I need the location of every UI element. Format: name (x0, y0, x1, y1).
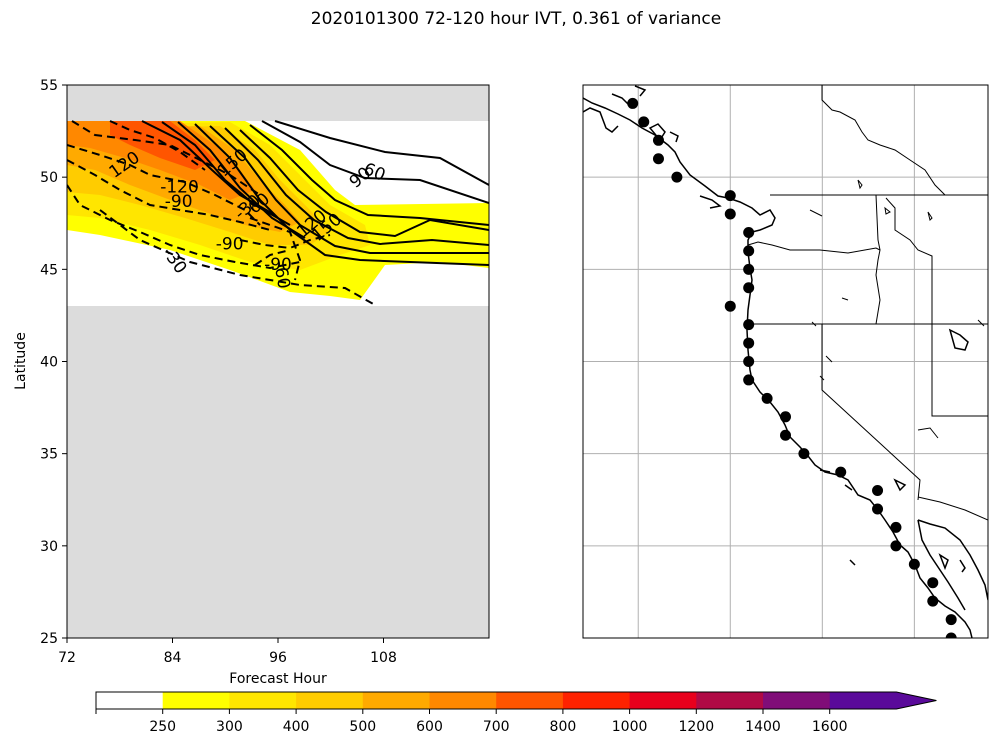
contour-label: -90 (216, 235, 244, 255)
y-tick-label: 30 (40, 539, 58, 555)
colorbar-segment (696, 692, 764, 709)
map-point (927, 595, 939, 607)
map-point (743, 226, 755, 238)
map-point (743, 282, 755, 294)
y-tick-label: 25 (40, 631, 58, 647)
map-point (743, 356, 755, 367)
right-panel-map (582, 84, 989, 639)
map-point (743, 337, 755, 349)
map-point (890, 540, 902, 552)
colorbar-tick-label: 1600 (812, 719, 848, 735)
map-point (743, 245, 755, 257)
colorbar-segment (162, 692, 230, 709)
y-tick-label: 35 (40, 447, 58, 463)
colorbar-tick-label: 1200 (678, 719, 714, 735)
x-tick-label: 96 (269, 650, 287, 666)
map-point (761, 392, 773, 404)
colorbar-tick-label: 600 (416, 719, 443, 735)
map-point (724, 190, 736, 202)
colorbar: 250 300 400 500 600 700 800 1000 1200 1400 1600 (95, 691, 937, 735)
map-point (780, 429, 791, 441)
left-panel-contour-plot: 6090150120150120-120-90-90-90-30-3060-60… (13, 78, 490, 687)
y-tick-label: 55 (40, 78, 58, 94)
positive-contours (141, 120, 489, 266)
contour-label: -90 (264, 255, 292, 275)
colorbar-segment (429, 692, 497, 709)
y-tick-label: 40 (40, 355, 58, 371)
map-point (780, 411, 791, 423)
colorbar-tick-label: 800 (550, 719, 577, 735)
map-point (638, 116, 650, 128)
missing-data-bottom (67, 306, 489, 638)
colorbar-segment (229, 692, 297, 709)
map-point (743, 319, 755, 331)
map-points (627, 97, 957, 638)
colorbar-segment (763, 692, 831, 709)
colorbar-tick-label: 500 (349, 719, 376, 735)
colorbar-tick-label: 300 (216, 719, 243, 735)
colorbar-segment (629, 692, 697, 709)
map-point (872, 503, 884, 515)
y-tick-label: 45 (40, 262, 58, 278)
map-point (908, 558, 920, 570)
y-tick-label: 50 (40, 170, 58, 186)
map-point (652, 134, 664, 146)
fill-level-700 (110, 121, 215, 170)
map-point (872, 485, 884, 497)
colorbar-outline (95, 691, 937, 710)
map-point (798, 448, 810, 460)
colorbar-segment (296, 692, 364, 709)
right-axes-frame (582, 84, 989, 639)
colorbar-tick-label: 250 (149, 719, 176, 735)
map-point (724, 300, 736, 312)
map-point (743, 374, 755, 386)
fill-level-600 (67, 121, 255, 200)
map-point (945, 614, 957, 626)
x-axis-ticks: 72 84 96 108 (58, 638, 397, 666)
political-borders (747, 85, 988, 521)
x-tick-label: 84 (164, 650, 182, 666)
negative-contours (67, 120, 376, 306)
map-point (945, 632, 957, 638)
map-point (835, 466, 847, 478)
map-point (652, 153, 664, 165)
colorbar-tick-label: 400 (283, 719, 310, 735)
map-point (890, 521, 902, 533)
y-axis-ticks: 25 30 35 40 45 50 55 (40, 78, 67, 647)
x-tick-label: 108 (370, 650, 397, 666)
colorbar-tick-label: 700 (483, 719, 510, 735)
map-point (724, 208, 736, 220)
colorbar-segment (496, 692, 564, 709)
lakes (809, 179, 985, 381)
map-point (927, 577, 939, 589)
missing-data-top (67, 85, 489, 121)
contour-label: -90 (165, 192, 193, 212)
map-point (627, 97, 639, 109)
y-axis-label: Latitude (13, 332, 29, 390)
x-tick-label: 72 (58, 650, 76, 666)
colorbar-extend-arrow (829, 692, 937, 709)
colorbar-segment (562, 692, 631, 709)
x-axis-label: Forecast Hour (229, 671, 327, 687)
coastline (583, 85, 988, 638)
colorbar-segment (362, 692, 430, 709)
colorbar-tick-label: 1400 (745, 719, 781, 735)
colorbar-tick-label: 1000 (612, 719, 648, 735)
colorbar-segment (96, 692, 164, 709)
map-point (671, 171, 683, 183)
map-point (743, 263, 755, 275)
contour-label: -60 (269, 260, 294, 291)
figure-title: 2020101300 72-120 hour IVT, 0.361 of var… (310, 9, 722, 29)
contour-label: -120 (160, 177, 199, 197)
